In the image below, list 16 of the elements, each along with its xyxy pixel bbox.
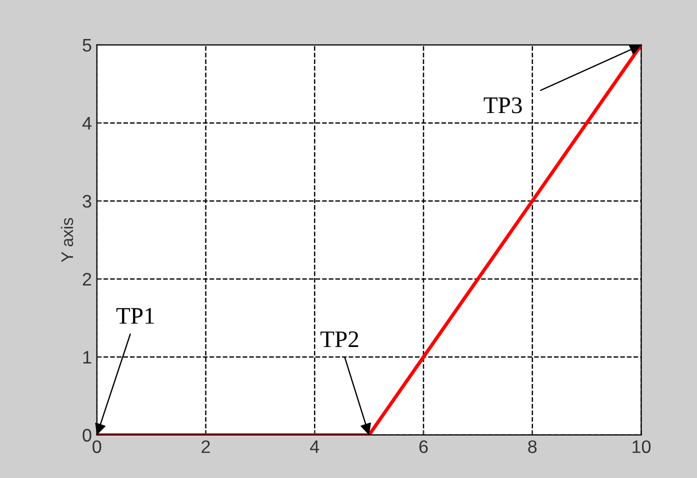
annotation: TP1: [116, 308, 154, 324]
x-tick-label: 4: [310, 440, 320, 453]
y-tick-label: 4: [82, 117, 92, 130]
x-tick-label: 0: [92, 440, 102, 454]
x-tick-label: 8: [528, 440, 537, 454]
x-tick-label: 10: [632, 440, 651, 454]
x-tick-label: 2: [202, 440, 210, 453]
annotation: TP2: [320, 331, 358, 348]
y-tick-label: 0: [82, 428, 92, 442]
annotation: TP3: [484, 97, 522, 114]
y-tick-label: 5: [82, 39, 92, 52]
x-tick-label: 6: [419, 440, 428, 454]
y-tick-label: 2: [82, 272, 92, 286]
y-tick-label: 1: [83, 351, 92, 364]
y-axis-title: Y axis: [60, 218, 74, 262]
y-tick-label: 3: [82, 194, 92, 208]
